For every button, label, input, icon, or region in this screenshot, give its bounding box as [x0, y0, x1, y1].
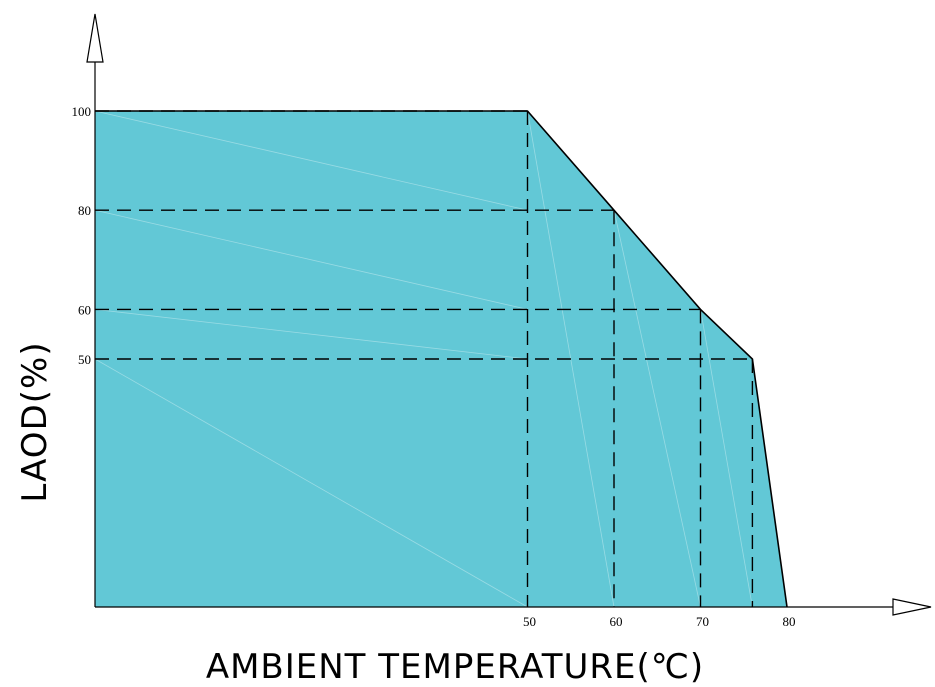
facet-line: [94, 309, 528, 360]
y-tick-labels: 100 80 60 50: [72, 104, 92, 367]
x-tick-labels: 50 60 70 80: [523, 614, 796, 629]
facet-line: [613, 210, 701, 608]
y-tick-label: 80: [78, 203, 91, 218]
facet-line: [700, 309, 753, 608]
y-axis-title: LAOD(%): [15, 341, 55, 502]
x-tick-label: 50: [523, 614, 536, 629]
facet-line: [94, 209, 528, 310]
derating-curve: [95, 110, 788, 608]
load-area: [95, 111, 787, 607]
y-tick-label: 60: [78, 302, 91, 317]
facet-line: [94, 110, 528, 211]
x-tick-label: 70: [696, 614, 709, 629]
facet-line: [94, 358, 528, 608]
y-tick-label: 100: [72, 104, 92, 119]
y-axis-arrow: [86, 13, 104, 63]
y-tick-label: 50: [78, 352, 91, 367]
x-axis-arrow: [892, 598, 932, 616]
x-tick-label: 60: [610, 614, 623, 629]
x-axis-title: AMBIENT TEMPERATURE(℃): [206, 647, 704, 687]
x-tick-label: 80: [783, 614, 796, 629]
